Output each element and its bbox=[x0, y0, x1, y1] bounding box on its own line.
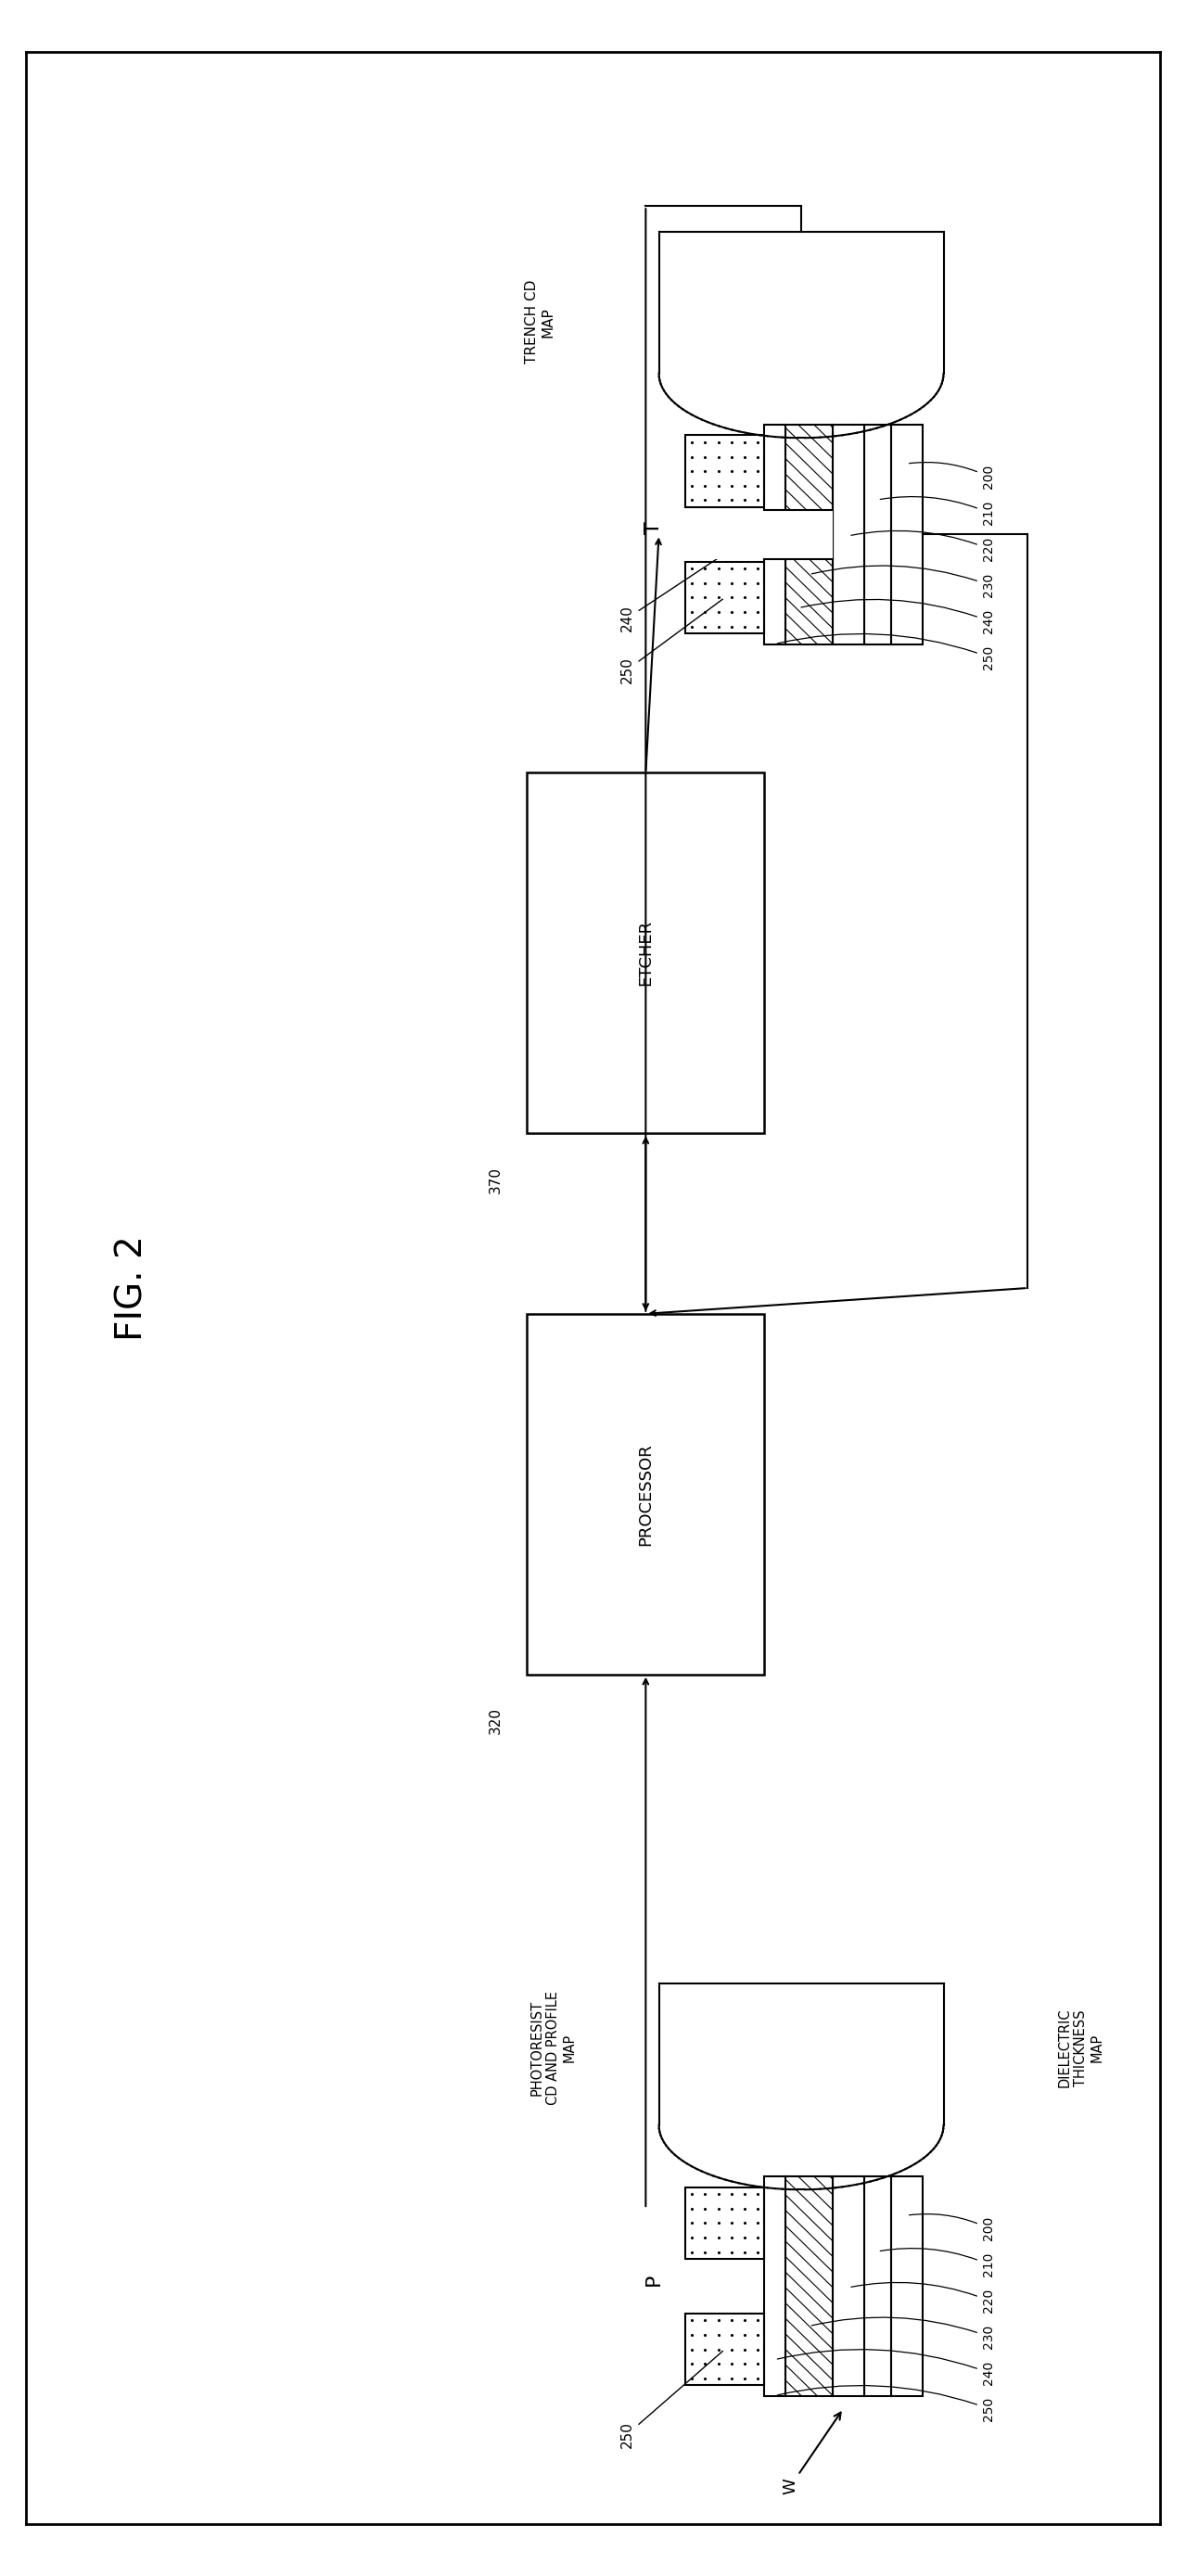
Text: 250: 250 bbox=[620, 600, 722, 683]
Text: PHOTORESIST
CD AND PROFILE
MAP: PHOTORESIST CD AND PROFILE MAP bbox=[530, 1991, 576, 2105]
Polygon shape bbox=[833, 425, 865, 644]
Text: 320: 320 bbox=[489, 1708, 503, 1734]
Text: 230: 230 bbox=[811, 567, 995, 598]
Text: 250: 250 bbox=[620, 2352, 722, 2447]
Text: 210: 210 bbox=[880, 497, 995, 526]
Text: 370: 370 bbox=[489, 1167, 503, 1193]
Text: 250: 250 bbox=[777, 2385, 995, 2421]
Text: 220: 220 bbox=[852, 2282, 995, 2313]
Polygon shape bbox=[686, 2187, 764, 2259]
Polygon shape bbox=[785, 425, 833, 644]
Text: 220: 220 bbox=[852, 531, 995, 562]
Polygon shape bbox=[527, 1314, 764, 1674]
Polygon shape bbox=[865, 425, 891, 644]
Text: 200: 200 bbox=[910, 461, 995, 489]
Polygon shape bbox=[527, 773, 764, 1133]
Polygon shape bbox=[785, 2177, 833, 2396]
Text: ETCHER: ETCHER bbox=[637, 920, 653, 987]
Text: DIELECTRIC
THICKNESS
MAP: DIELECTRIC THICKNESS MAP bbox=[1058, 2009, 1104, 2087]
Text: PROCESSOR: PROCESSOR bbox=[637, 1443, 653, 1546]
Polygon shape bbox=[764, 2177, 785, 2396]
Text: 230: 230 bbox=[811, 2318, 995, 2349]
Polygon shape bbox=[686, 562, 764, 634]
Text: P: P bbox=[644, 2275, 663, 2287]
Polygon shape bbox=[686, 2313, 764, 2385]
Polygon shape bbox=[686, 435, 764, 507]
Polygon shape bbox=[764, 425, 785, 644]
Polygon shape bbox=[891, 2177, 923, 2396]
Polygon shape bbox=[865, 2177, 891, 2396]
Text: 240: 240 bbox=[801, 600, 995, 634]
Text: 210: 210 bbox=[880, 2249, 995, 2277]
Text: W: W bbox=[783, 2414, 841, 2494]
Polygon shape bbox=[891, 425, 923, 644]
Text: 240: 240 bbox=[777, 2349, 995, 2385]
Polygon shape bbox=[686, 510, 833, 559]
Polygon shape bbox=[833, 2177, 865, 2396]
Text: 250: 250 bbox=[777, 634, 995, 670]
Text: T: T bbox=[644, 523, 663, 536]
Text: TRENCH CD
MAP: TRENCH CD MAP bbox=[525, 281, 555, 363]
Text: FIG. 2: FIG. 2 bbox=[114, 1236, 149, 1340]
Text: 200: 200 bbox=[910, 2213, 995, 2241]
Text: 240: 240 bbox=[620, 536, 752, 631]
